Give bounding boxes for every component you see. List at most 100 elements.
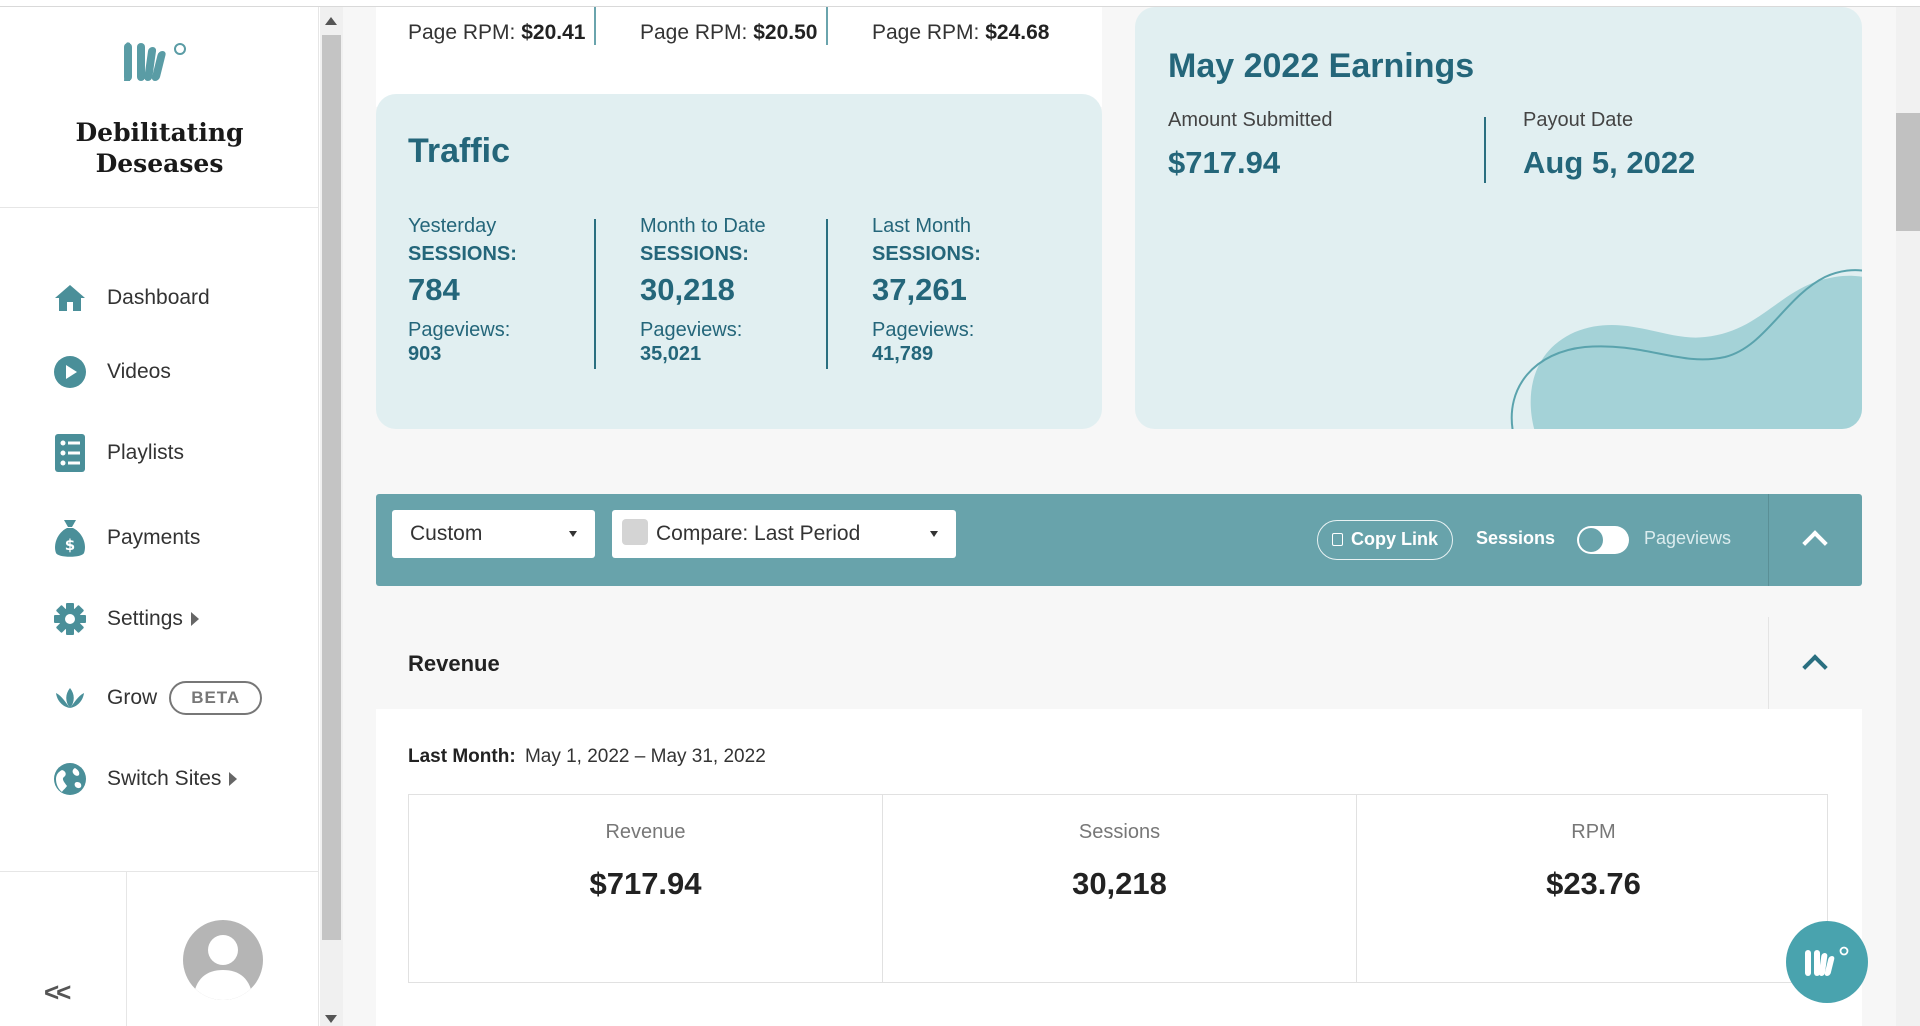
- gear-icon: [50, 599, 90, 639]
- stat-divider: [882, 795, 883, 982]
- sidebar-divider: [126, 871, 127, 1026]
- copy-icon: [1332, 533, 1343, 546]
- stat-value: $717.94: [589, 866, 702, 901]
- pageviews-value: 41,789: [872, 343, 934, 365]
- stat-label: Revenue: [605, 821, 686, 843]
- scroll-up-arrow-icon[interactable]: [325, 17, 337, 25]
- compare-checkbox[interactable]: [622, 519, 648, 546]
- period-label: Last Month: [872, 215, 971, 237]
- stat-value: 30,218: [1072, 866, 1167, 901]
- collapse-revenue-chevron-up-icon[interactable]: [1802, 654, 1828, 680]
- globe-icon: [50, 759, 90, 799]
- sidebar-divider: [0, 871, 319, 872]
- stat-sessions: Sessions 30,218: [883, 795, 1356, 982]
- pageviews-label: Pageviews:: [640, 319, 743, 341]
- sidebar-item-label: Payments: [107, 526, 201, 549]
- collapse-sidebar-button[interactable]: <<: [44, 977, 71, 1007]
- help-chat-button[interactable]: [1786, 921, 1868, 1003]
- sidebar-item-label: Grow: [107, 686, 158, 709]
- sidebar-item-playlists[interactable]: Playlists: [50, 431, 184, 475]
- sessions-label: SESSIONS:: [408, 243, 517, 265]
- sessions-value: 784: [408, 272, 460, 307]
- earnings-divider: [1484, 117, 1486, 183]
- rpm-value: $20.41: [521, 21, 586, 44]
- rpm-last-month: Page RPM: $24.68: [872, 21, 1049, 45]
- svg-text:$: $: [65, 536, 75, 554]
- chevron-down-icon: [569, 531, 577, 537]
- lotus-icon: [50, 678, 90, 718]
- sidebar-item-videos[interactable]: Videos: [50, 350, 171, 394]
- sidebar-item-grow[interactable]: Grow BETA: [50, 676, 263, 720]
- collapse-toolbar-chevron-up-icon[interactable]: [1802, 530, 1828, 556]
- rpm-label: Page RPM:: [408, 21, 516, 44]
- main-content: Page RPM: $20.41 Page RPM: $20.50 Page R…: [343, 7, 1896, 1026]
- rpm-divider: [594, 7, 596, 45]
- page-scrollbar[interactable]: [1896, 7, 1920, 1026]
- mediavine-logo-icon[interactable]: [120, 37, 200, 95]
- amount-submitted-value: $717.94: [1168, 145, 1281, 180]
- sidebar-scrollbar[interactable]: [320, 7, 343, 1026]
- scroll-down-arrow-icon[interactable]: [325, 1015, 337, 1023]
- rpm-yesterday: Page RPM: $20.41: [408, 21, 585, 45]
- date-range-select[interactable]: Custom: [392, 510, 595, 558]
- rpm-card: Page RPM: $20.41 Page RPM: $20.50 Page R…: [376, 7, 1102, 107]
- payout-date-value: Aug 5, 2022: [1523, 145, 1696, 180]
- sidebar-item-switch-sites[interactable]: Switch Sites: [50, 757, 238, 801]
- rpm-label: Page RPM:: [872, 21, 980, 44]
- stat-value: $23.76: [1546, 866, 1641, 901]
- decorative-wave-icon: [1510, 269, 1862, 429]
- toggle-knob: [1579, 528, 1603, 552]
- chevron-down-icon: [930, 531, 938, 537]
- earnings-card: May 2022 Earnings Amount Submitted $717.…: [1135, 7, 1862, 429]
- sessions-pageviews-toggle[interactable]: [1577, 526, 1629, 554]
- pageviews-value: 35,021: [640, 343, 702, 365]
- sidebar-item-dashboard[interactable]: Dashboard: [50, 276, 210, 320]
- playlist-icon: [50, 433, 90, 473]
- sessions-label: SESSIONS:: [872, 243, 981, 265]
- traffic-title: Traffic: [408, 132, 511, 170]
- rpm-month-to-date: Page RPM: $20.50: [640, 21, 817, 45]
- play-icon: [50, 352, 90, 392]
- rpm-value: $20.50: [753, 21, 818, 44]
- scrollbar-thumb[interactable]: [1896, 113, 1920, 231]
- traffic-divider: [826, 219, 828, 369]
- pageviews-label: Pageviews:: [408, 319, 511, 341]
- amount-submitted-label: Amount Submitted: [1168, 109, 1333, 131]
- compare-select[interactable]: Compare: Last Period: [612, 510, 956, 558]
- revenue-period: Last Month: May 1, 2022 – May 31, 2022: [408, 746, 766, 768]
- rpm-label: Page RPM:: [640, 21, 748, 44]
- scrollbar-thumb[interactable]: [322, 35, 341, 940]
- pageviews-value: 903: [408, 343, 442, 365]
- sidebar-item-payments[interactable]: $ Payments: [50, 516, 200, 560]
- copy-link-button[interactable]: Copy Link: [1317, 520, 1454, 560]
- site-name: Debilitating Deseases: [75, 118, 244, 178]
- sidebar-divider: [0, 207, 319, 208]
- copy-link-label: Copy Link: [1351, 529, 1439, 549]
- toggle-sessions-label[interactable]: Sessions: [1476, 528, 1556, 548]
- stat-label: RPM: [1571, 821, 1616, 843]
- traffic-month-to-date: Month to Date SESSIONS: 30,218 Pageviews…: [640, 214, 766, 366]
- date-range-value: Custom: [410, 522, 483, 545]
- revenue-header-divider: [1768, 617, 1769, 709]
- stat-revenue: Revenue $717.94: [409, 795, 882, 982]
- traffic-last-month: Last Month SESSIONS: 37,261 Pageviews: 4…: [872, 214, 981, 366]
- sidebar-item-label: Videos: [107, 360, 171, 383]
- top-border: [0, 0, 1920, 7]
- mediavine-logo-icon: [1805, 946, 1849, 976]
- period-range: May 1, 2022 – May 31, 2022: [524, 746, 766, 767]
- report-toolbar: Custom Compare: Last Period Copy Link Se…: [376, 494, 1862, 586]
- compare-value: Compare: Last Period: [656, 522, 861, 545]
- period-label: Yesterday: [408, 215, 497, 237]
- traffic-divider: [594, 219, 596, 369]
- toggle-pageviews-label[interactable]: Pageviews: [1644, 528, 1732, 548]
- sessions-value: 30,218: [640, 272, 735, 307]
- sidebar-item-settings[interactable]: Settings: [50, 597, 199, 641]
- home-icon: [50, 278, 90, 318]
- avatar[interactable]: [183, 920, 263, 1000]
- chevron-right-icon: [229, 772, 238, 786]
- beta-badge: BETA: [169, 681, 263, 715]
- sessions-value: 37,261: [872, 272, 967, 307]
- payout-date-label: Payout Date: [1523, 109, 1634, 131]
- sidebar-item-label: Switch Sites: [107, 767, 222, 790]
- rpm-divider: [826, 7, 828, 45]
